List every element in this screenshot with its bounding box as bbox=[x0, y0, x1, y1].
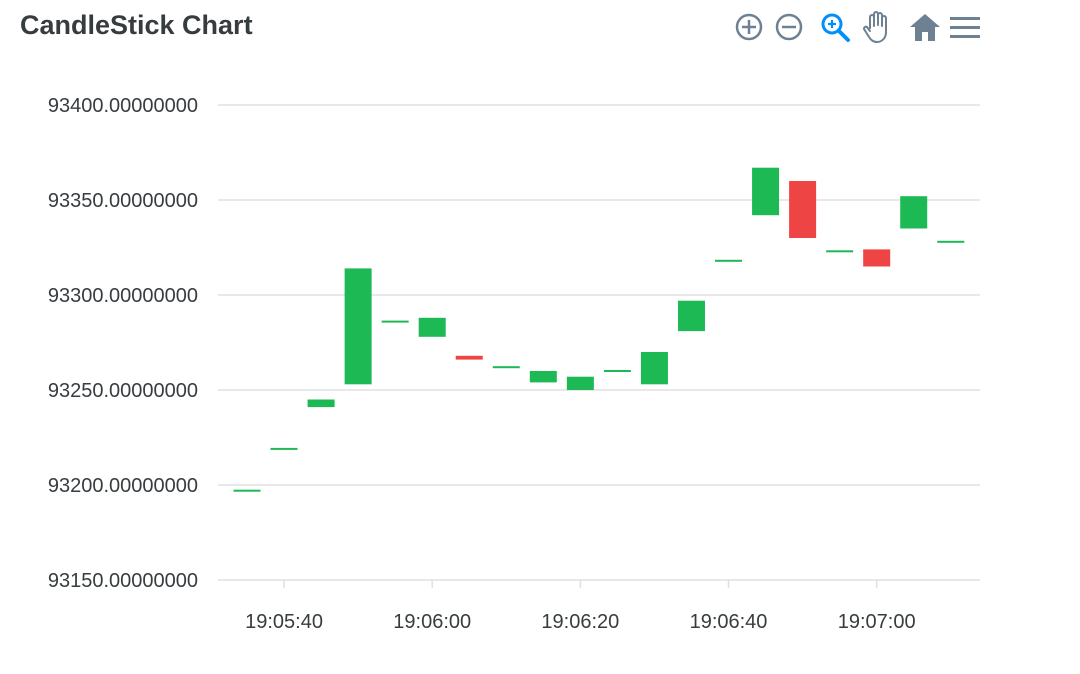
x-tick-label: 19:07:00 bbox=[838, 611, 916, 633]
zoom-in-icon[interactable] bbox=[730, 8, 768, 46]
x-tick-label: 19:06:00 bbox=[393, 611, 471, 633]
candle-down bbox=[455, 355, 483, 360]
chart-toolbar bbox=[730, 8, 985, 48]
y-tick-label: 93350.00000000 bbox=[48, 190, 198, 212]
menu-icon[interactable] bbox=[946, 8, 984, 46]
candle-up bbox=[715, 259, 743, 262]
x-tick-label: 19:06:20 bbox=[541, 611, 619, 633]
selection-zoom-icon[interactable] bbox=[816, 8, 854, 46]
candle-up bbox=[900, 196, 928, 229]
y-tick-label: 93400.00000000 bbox=[48, 95, 198, 117]
x-tick-label: 19:05:40 bbox=[245, 611, 323, 633]
candle-up bbox=[270, 447, 298, 450]
y-tick-label: 93200.00000000 bbox=[48, 475, 198, 497]
chart-title: CandleStick Chart bbox=[20, 10, 253, 40]
candle-up bbox=[566, 376, 594, 390]
candle-up bbox=[603, 370, 631, 372]
candle-down bbox=[863, 249, 891, 267]
candle-up bbox=[937, 240, 965, 243]
candle-up bbox=[492, 366, 520, 369]
reset-home-icon[interactable] bbox=[906, 8, 944, 46]
candle-up bbox=[752, 167, 780, 216]
candle-down bbox=[789, 181, 817, 238]
zoom-out-icon[interactable] bbox=[770, 8, 808, 46]
candle-up bbox=[826, 250, 854, 253]
candle-up bbox=[344, 268, 372, 385]
candle-up bbox=[307, 399, 335, 408]
y-tick-label: 93250.00000000 bbox=[48, 380, 198, 402]
candle-up bbox=[529, 371, 557, 383]
x-tick-label: 19:06:40 bbox=[690, 611, 768, 633]
pan-hand-icon[interactable] bbox=[858, 8, 896, 46]
y-tick-label: 93150.00000000 bbox=[48, 570, 198, 592]
candle-up bbox=[233, 489, 261, 492]
candle-up bbox=[677, 300, 705, 332]
candle-up bbox=[381, 320, 409, 323]
candle-up bbox=[640, 352, 668, 385]
candle-up bbox=[418, 317, 446, 337]
y-tick-label: 93300.00000000 bbox=[48, 285, 198, 307]
